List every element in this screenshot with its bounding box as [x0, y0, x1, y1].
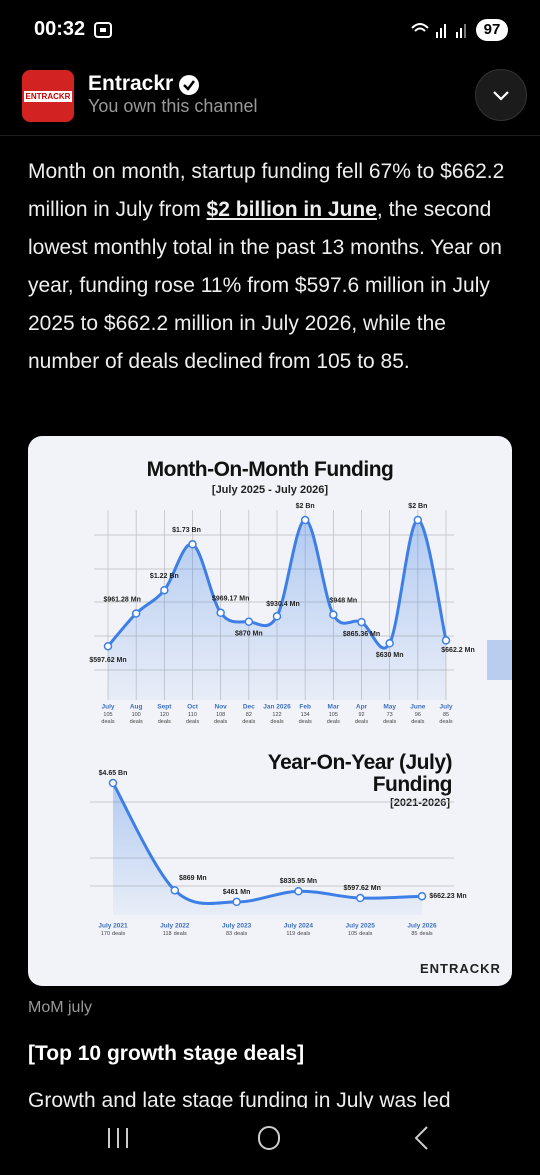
chart-title: Month-On-Month Funding: [146, 458, 394, 481]
divider: [0, 135, 540, 136]
chart-subtitle: [2021-2026]: [390, 797, 450, 809]
nav-bar: [0, 1108, 540, 1170]
link[interactable]: $2 billion in June: [206, 198, 377, 221]
battery: 97: [476, 19, 508, 41]
chart-title: Year-On-Year (July) Funding: [267, 751, 453, 796]
home-button[interactable]: [258, 1126, 280, 1150]
chart-subtitle: [July 2025 - July 2026]: [211, 484, 329, 496]
expand-button[interactable]: [475, 69, 527, 121]
status-icon: [94, 22, 112, 38]
section-heading: [Top 10 growth stage deals]: [28, 1042, 305, 1065]
text: Month on month, startup funding fell 67%…: [28, 160, 505, 221]
channel-subtitle: You own this channel: [88, 96, 258, 116]
brand: ENTRACKR: [420, 961, 501, 976]
time: 00:32: [34, 18, 86, 40]
verified-badge: [179, 75, 199, 95]
chart-image[interactable]: [28, 436, 512, 986]
back-button[interactable]: [414, 1126, 428, 1150]
caption: MoM july: [28, 999, 93, 1016]
message-text: Month on month, startup funding fell 67%…: [28, 153, 518, 381]
signal-icons: [411, 23, 466, 38]
recents-button[interactable]: [108, 1128, 128, 1148]
text: , the second lowest monthly total in the…: [28, 198, 502, 373]
avatar-text: ENTRACKR: [23, 90, 73, 102]
avatar[interactable]: ENTRACKR: [22, 70, 74, 122]
channel-name[interactable]: Entrackr: [88, 72, 174, 95]
overlay: [487, 640, 512, 680]
section-text: Growth and late stage funding in July wa…: [28, 1089, 451, 1112]
